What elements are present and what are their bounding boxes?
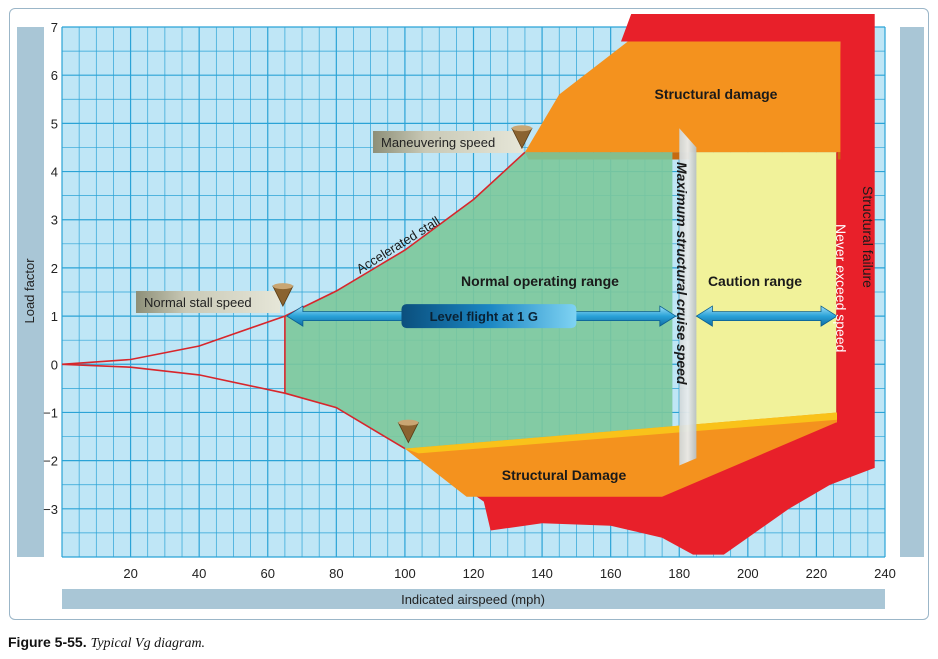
structural-damage-bottom-region [404, 412, 837, 497]
caption-figure-number: Figure 5-55. [8, 634, 87, 650]
y-tick--1: −1 [43, 405, 58, 420]
x-tick-40: 40 [192, 566, 206, 581]
x-tick-200: 200 [737, 566, 759, 581]
max-cruise-speed-bar [679, 128, 697, 466]
x-tick-20: 20 [123, 566, 137, 581]
y-tick-4: 4 [51, 165, 58, 180]
maneuvering-speed-marker-top [511, 125, 532, 132]
caution-level-arrow [695, 305, 838, 327]
x-tick-140: 140 [531, 566, 553, 581]
structural-failure-region [466, 14, 875, 555]
y-tick-3: 3 [51, 213, 58, 228]
right-axis-band [900, 27, 924, 557]
maneuvering-speed-label: Maneuvering speed [381, 135, 495, 150]
normal-stall-speed-box [136, 291, 280, 313]
negative-stall-marker-top [398, 419, 419, 426]
negative-stall-curve [61, 363, 406, 450]
structural-damage-bottom-edge [404, 412, 837, 454]
normal-operating-range-region [284, 152, 673, 449]
x-tick-80: 80 [329, 566, 343, 581]
level-flight-label: Level flight at 1 G [430, 309, 538, 324]
maneuvering-speed-box [373, 131, 523, 153]
x-tick-labels: 20 40 60 80 100 120 140 160 180 200 220 240 [123, 566, 896, 581]
y-tick-2: 2 [51, 261, 58, 276]
figure-caption: Figure 5-55. Typical Vg diagram. [8, 634, 205, 652]
y-tick-1: 1 [51, 309, 58, 324]
x-axis-band [62, 589, 885, 609]
caution-range-label: Caution range [708, 273, 802, 289]
normal-stall-speed-marker-top [272, 283, 293, 290]
y-tick-labels: −3 −2 −1 0 1 2 3 4 5 6 7 [43, 20, 58, 517]
y-axis-label: Load factor [22, 258, 37, 324]
x-tick-240: 240 [874, 566, 896, 581]
caution-range-region [689, 152, 837, 449]
structural-failure-label: Structural failure [860, 186, 876, 288]
normal-operating-range-label: Normal operating range [461, 273, 619, 289]
x-tick-180: 180 [668, 566, 690, 581]
x-tick-220: 220 [806, 566, 828, 581]
x-tick-60: 60 [261, 566, 275, 581]
y-tick-6: 6 [51, 68, 58, 83]
y-tick--3: −3 [43, 502, 58, 517]
y-tick-5: 5 [51, 116, 58, 131]
positive-stall-curve [61, 151, 526, 366]
x-tick-100: 100 [394, 566, 416, 581]
y-tick-7: 7 [51, 20, 58, 35]
y-tick--2: −2 [43, 454, 58, 469]
y-tick-0: 0 [51, 357, 58, 372]
caption-text: Typical Vg diagram. [90, 636, 206, 651]
structural-damage-top-label: Structural damage [655, 86, 778, 102]
x-tick-120: 120 [463, 566, 485, 581]
structural-damage-bottom-label: Structural Damage [502, 467, 627, 483]
structural-damage-top-region [524, 41, 841, 153]
normal-stall-speed-label: Normal stall speed [144, 295, 252, 310]
max-cruise-speed-label: Maximum structural cruise speed [674, 162, 690, 385]
never-exceed-speed-label: Never exceed speed [833, 224, 849, 352]
y-axis-band [17, 27, 44, 557]
x-tick-160: 160 [600, 566, 622, 581]
regions: Level flight at 1 G Maneuvering speed Norm… [61, 14, 876, 555]
level-flight-box [401, 304, 577, 329]
x-axis-label: Indicated airspeed (mph) [401, 592, 545, 607]
